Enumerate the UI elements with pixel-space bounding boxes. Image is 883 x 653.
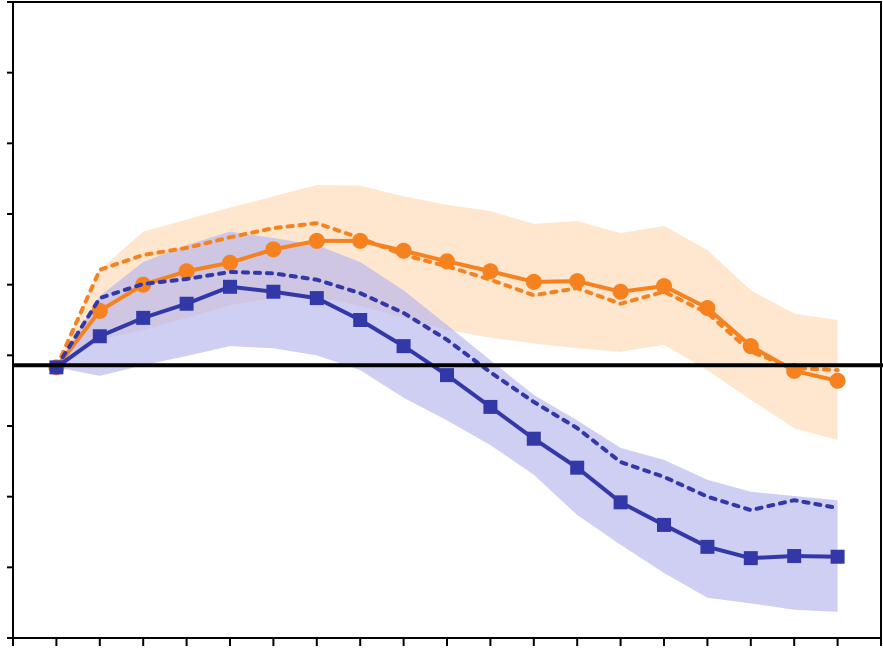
marker [440,368,454,383]
marker [570,460,585,475]
marker [743,551,758,566]
marker [829,372,846,389]
marker [178,263,195,280]
marker [353,313,368,327]
series-line [54,269,840,513]
marker [92,329,107,344]
marker [830,549,845,564]
marker [699,299,716,316]
marker [395,242,412,259]
marker [222,254,238,271]
marker [483,399,498,414]
marker [136,310,151,325]
marker [135,276,152,293]
marker [179,296,194,311]
marker [309,291,324,306]
marker [526,431,541,446]
marker [525,273,542,290]
marker [49,360,64,375]
marker [266,284,281,299]
marker [656,278,672,295]
marker [482,263,499,280]
marker [612,283,629,300]
marker [352,232,369,249]
marker [265,241,282,258]
marker [700,539,715,554]
marker [396,339,411,354]
marker [439,253,455,270]
band [56,231,838,612]
marker [308,232,325,249]
marker [613,495,628,510]
marker [787,549,802,564]
marker [569,273,586,290]
marker [742,338,759,355]
marker [223,279,237,294]
marker [657,517,671,532]
